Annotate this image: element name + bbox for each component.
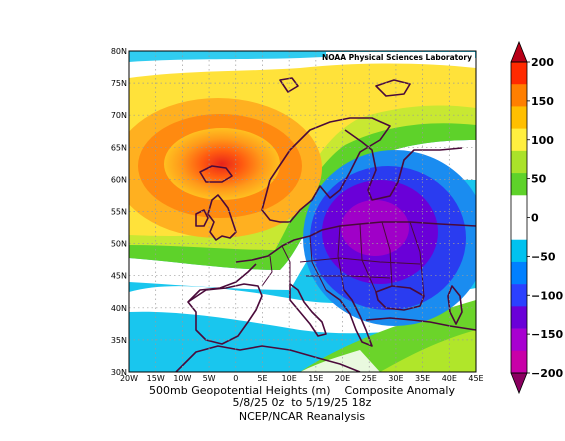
negative-center: [341, 200, 409, 256]
lon-tick-label: 15W: [147, 374, 165, 383]
colorbar-segment: [511, 173, 527, 196]
lat-tick-label: 35N: [111, 336, 127, 345]
colorbar-segment: [511, 261, 527, 285]
colorbar-segment: [511, 328, 527, 352]
colorbar-segment: [511, 62, 527, 85]
lat-tick-label: 40N: [111, 304, 127, 313]
lat-tick-label: 30N: [111, 368, 127, 377]
lon-tick-label: 5E: [257, 374, 267, 383]
colorbar-label: 150: [531, 95, 554, 108]
colorbar-label: −150: [531, 328, 564, 341]
colorbar-segment: [511, 84, 527, 107]
colorbar-top-arrow: [510, 40, 528, 63]
colorbar: [510, 40, 530, 395]
lat-tick-label: 45N: [111, 272, 127, 281]
lon-tick-label: 10W: [173, 374, 191, 383]
lat-tick-label: 60N: [111, 175, 127, 184]
longitude-ticks: 20W 15W 10W 5W 0 5E 10E 15E 20E 25E 30E 35E 40E 45E: [120, 374, 484, 383]
colorbar-label: −100: [531, 289, 564, 302]
credit-box: [326, 52, 475, 62]
zero-band-southeast: [300, 350, 380, 372]
lat-tick-label: 80N: [111, 47, 127, 56]
lon-tick-label: 30E: [388, 374, 403, 383]
colorbar-segment: [511, 106, 527, 129]
lon-tick-label: 35E: [415, 374, 430, 383]
map-fill: [129, 51, 476, 372]
lon-tick-label: 45E: [468, 374, 483, 383]
colorbar-label: 50: [531, 173, 547, 186]
caption-line-3: NCEP/NCAR Reanalysis: [239, 410, 365, 423]
map-frame: [128, 50, 477, 373]
credit-text: NOAA Physical Sciences Laboratory: [322, 53, 472, 62]
positive-center: [164, 128, 280, 200]
lon-tick-label: 10E: [282, 374, 297, 383]
latitude-ticks: 30N 35N 40N 45N 50N 55N 60N 65N 70N 75N 80N: [111, 47, 127, 377]
colorbar-label: −50: [531, 250, 556, 263]
colorbar-label: 100: [531, 134, 554, 147]
colorbar-bottom-arrow: [510, 372, 528, 395]
colorbar-label: −200: [531, 367, 564, 380]
lon-tick-label: 20W: [120, 374, 138, 383]
colorbar-segment: [511, 128, 527, 152]
lat-tick-label: 70N: [111, 111, 127, 120]
caption-line-1: 500mb Geopotential Heights (m) Composite…: [149, 384, 455, 397]
colorbar-segment: [511, 150, 527, 174]
colorbar-segment: [511, 217, 527, 241]
lat-tick-label: 50N: [111, 240, 127, 249]
lon-tick-label: 25E: [362, 374, 377, 383]
lat-tick-label: 65N: [111, 143, 127, 152]
colorbar-segment: [511, 284, 527, 307]
colorbar-segment: [511, 350, 527, 374]
colorbar-segment: [511, 195, 527, 218]
colorbar-label: 0: [531, 212, 539, 225]
caption-line-2: 5/8/25 0z to 5/19/25 18z: [233, 396, 372, 409]
lon-tick-label: 0: [233, 374, 238, 383]
colorbar-label: 200: [531, 56, 554, 69]
positive-southeast-inner: [380, 330, 476, 372]
lon-tick-label: 40E: [442, 374, 457, 383]
colorbar-labels: 200 150 100 50 0 −50 −100 −150 −200: [531, 56, 564, 380]
lat-tick-label: 75N: [111, 79, 127, 88]
lon-tick-label: 15E: [308, 374, 323, 383]
lon-tick-label: 20E: [335, 374, 350, 383]
graticule: [129, 51, 476, 372]
lat-tick-label: 55N: [111, 208, 127, 217]
lon-tick-label: 5W: [203, 374, 216, 383]
colorbar-segment: [511, 306, 527, 329]
colorbar-segment: [511, 239, 527, 263]
